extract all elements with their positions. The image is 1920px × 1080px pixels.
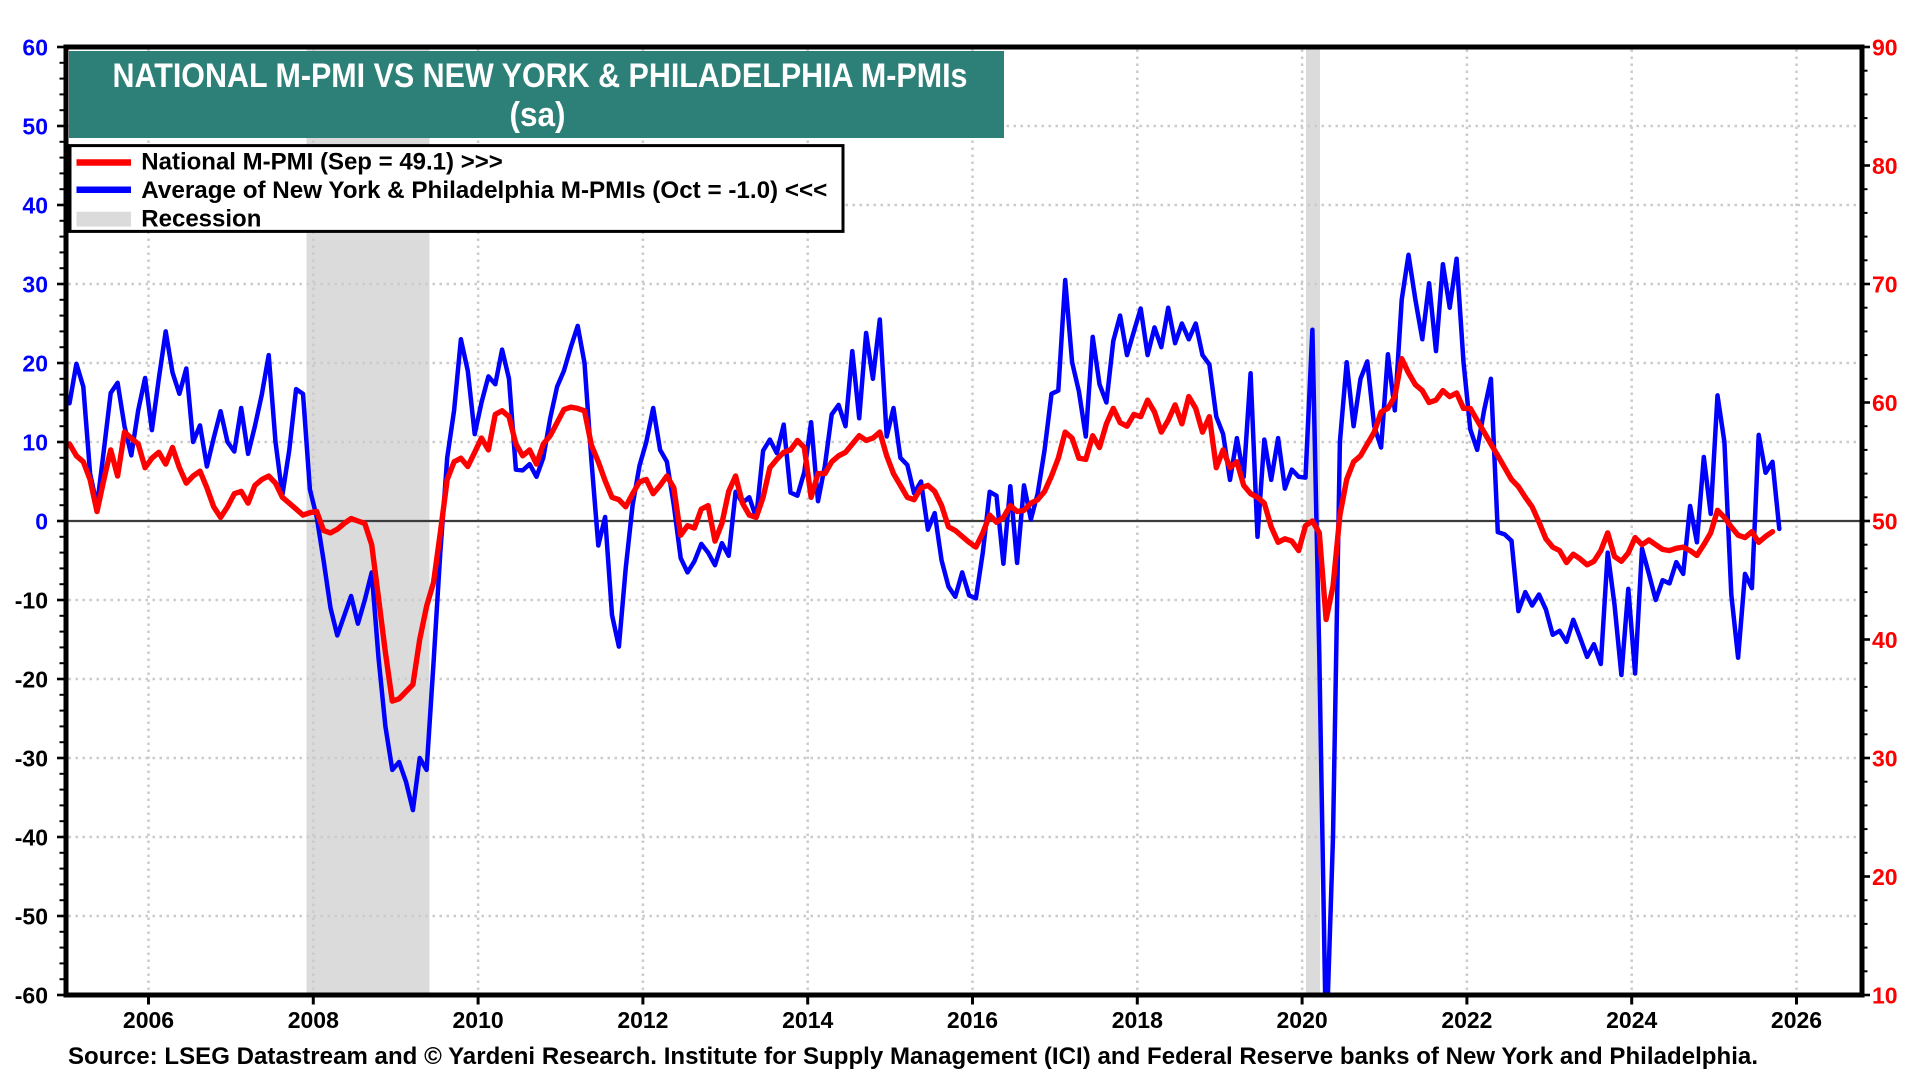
svg-text:2018: 2018 (1112, 1007, 1163, 1033)
svg-text:30: 30 (1872, 746, 1898, 772)
svg-text:80: 80 (1872, 153, 1898, 179)
svg-text:2026: 2026 (1771, 1007, 1822, 1033)
svg-text:2008: 2008 (288, 1007, 339, 1033)
svg-text:NATIONAL M-PMI VS NEW YORK & P: NATIONAL M-PMI VS NEW YORK & PHILADELPHI… (113, 57, 968, 95)
svg-text:Average of New York & Philadel: Average of New York & Philadelphia M-PMI… (141, 177, 827, 204)
svg-text:Source: LSEG Datastream and ©: Source: LSEG Datastream and © Yardeni Re… (68, 1043, 1758, 1070)
svg-text:2016: 2016 (947, 1007, 998, 1033)
svg-text:60: 60 (22, 35, 48, 61)
svg-text:0: 0 (35, 509, 48, 535)
svg-text:National M-PMI (Sep = 49.1) >>: National M-PMI (Sep = 49.1) >>> (141, 149, 502, 176)
svg-text:10: 10 (22, 430, 48, 456)
svg-text:2012: 2012 (617, 1007, 668, 1033)
svg-text:50: 50 (1872, 509, 1898, 535)
svg-text:2022: 2022 (1441, 1007, 1492, 1033)
svg-text:-30: -30 (15, 746, 48, 772)
svg-text:60: 60 (1872, 390, 1898, 416)
svg-text:Recession: Recession (141, 205, 261, 232)
svg-text:2020: 2020 (1277, 1007, 1328, 1033)
svg-text:30: 30 (22, 272, 48, 298)
svg-text:2010: 2010 (453, 1007, 504, 1033)
svg-text:10: 10 (1872, 983, 1898, 1009)
svg-text:20: 20 (1872, 864, 1898, 890)
svg-text:2024: 2024 (1606, 1007, 1657, 1033)
svg-text:2006: 2006 (123, 1007, 174, 1033)
svg-text:20: 20 (22, 351, 48, 377)
svg-text:40: 40 (22, 193, 48, 219)
svg-text:70: 70 (1872, 272, 1898, 298)
svg-text:-10: -10 (15, 588, 48, 614)
svg-text:-20: -20 (15, 667, 48, 693)
svg-text:50: 50 (22, 114, 48, 140)
svg-text:-50: -50 (15, 904, 48, 930)
svg-text:-60: -60 (15, 983, 48, 1009)
svg-text:(sa): (sa) (510, 96, 566, 134)
svg-text:40: 40 (1872, 627, 1898, 653)
svg-text:90: 90 (1872, 35, 1898, 61)
svg-text:2014: 2014 (782, 1007, 833, 1033)
svg-text:-40: -40 (15, 825, 48, 851)
